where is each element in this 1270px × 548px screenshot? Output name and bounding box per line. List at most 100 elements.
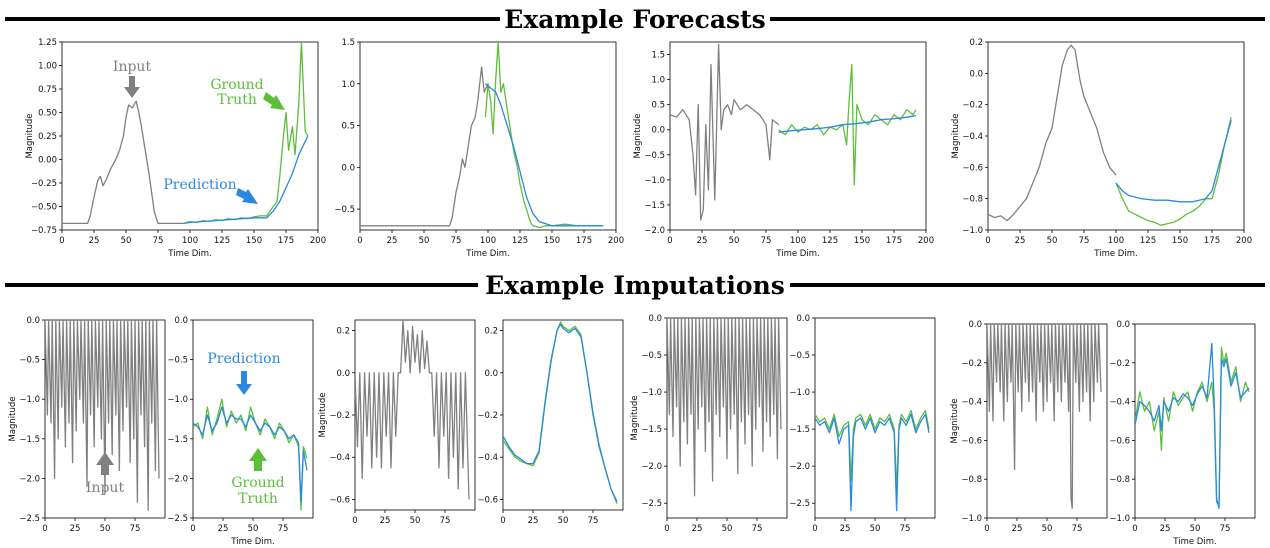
y-axis-label: Magnitude [318, 392, 328, 437]
chart-i4b: −1.0 −0.8 −0.6 −0.4 −0.2 0.0 0 25 50 75 Time Dim. [1109, 320, 1256, 547]
series-prediction-line [503, 323, 618, 502]
y-tick-label: −2.0 [641, 462, 662, 472]
x-tick-label: 125 [1140, 236, 1156, 246]
x-tick-label: 25 [697, 236, 708, 246]
imputation-input-label: Input [86, 480, 125, 496]
chart-i3a: −2.5 −2.0 −1.5 −1.0 −0.5 0.0 0 25 50 75 Magnitude [630, 314, 788, 534]
x-tick-label: 75 [1072, 524, 1083, 534]
series-truth-line [1135, 346, 1250, 506]
chart-f3: −2.0 −1.5 −1.0 −0.5 0.0 0.5 1.0 1.5 0 25 50 75 100 12… [633, 41, 934, 259]
y-tick-label: 0.0 [26, 316, 40, 326]
x-tick-label: 0 [984, 524, 989, 534]
y-tick-label: 0.0 [174, 316, 188, 326]
x-tick-label: 25 [840, 524, 851, 534]
series-truth-line [1115, 117, 1232, 226]
x-tick-label: 0 [59, 236, 64, 246]
x-tick-label: 25 [380, 516, 391, 526]
imputation-truth-arrow-icon [249, 448, 267, 471]
y-tick-label: −0.5 [789, 351, 810, 361]
series-prediction-line [1115, 120, 1232, 203]
y-tick-label: 0.2 [969, 38, 983, 48]
x-tick-label: 175 [1204, 236, 1220, 246]
x-axis-label: Time Dim. [1093, 249, 1137, 259]
y-tick-label: −0.6 [961, 436, 982, 446]
y-tick-label: −2.5 [167, 514, 188, 524]
x-tick-label: 200 [918, 236, 934, 246]
series-input-line [45, 320, 160, 511]
x-tick-label: 150 [246, 236, 262, 246]
x-tick-label: 175 [886, 236, 902, 246]
forecast-truth-label-line1: Ground [210, 77, 263, 93]
x-tick-label: 0 [812, 524, 817, 534]
y-tick-label: 0.2 [336, 327, 350, 337]
x-tick-label: 50 [558, 516, 569, 526]
y-tick-label: −0.5 [19, 356, 40, 366]
x-tick-label: 25 [218, 524, 229, 534]
x-tick-label: 0 [42, 524, 47, 534]
y-tick-label: −2.0 [19, 474, 40, 484]
y-tick-label: 1.00 [38, 62, 57, 72]
forecast-truth-label-line2: Truth [217, 92, 257, 108]
y-tick-label: −0.2 [477, 411, 498, 421]
y-tick-label: 0.0 [484, 369, 498, 379]
y-tick-label: −0.5 [641, 351, 662, 361]
series-input-line [988, 44, 1117, 222]
x-tick-label: 200 [608, 236, 624, 246]
x-tick-label: 75 [752, 524, 763, 534]
chart-i4a: −1.0 −0.8 −0.6 −0.4 −0.2 0.0 0 25 50 75 Magnitude [950, 320, 1108, 534]
x-tick-label: 25 [692, 524, 703, 534]
plot-frame [502, 319, 624, 511]
x-tick-label: 0 [664, 524, 669, 534]
y-tick-label: −0.75 [31, 226, 57, 236]
x-tick-label: 75 [130, 524, 141, 534]
x-tick-label: 75 [588, 516, 599, 526]
y-tick-label: 0.0 [968, 320, 982, 330]
y-tick-label: −0.4 [1109, 398, 1130, 408]
chart-i2b: −0.6 −0.4 −0.2 0.0 0.2 0 25 50 75 [477, 319, 624, 526]
y-tick-label: −1.0 [962, 226, 983, 236]
y-tick-label: −0.5 [334, 205, 355, 215]
chart-i2a: −0.6 −0.4 −0.2 0.0 0.2 0 25 50 75 Magnitude [318, 319, 476, 526]
y-tick-label: −0.25 [31, 179, 57, 189]
x-tick-label: 125 [214, 236, 230, 246]
x-tick-label: 25 [89, 236, 100, 246]
x-tick-label: 75 [278, 524, 289, 534]
x-tick-label: 0 [1132, 524, 1137, 534]
x-tick-label: 50 [722, 524, 733, 534]
series-prediction-line [484, 83, 604, 227]
series-input-line [667, 318, 782, 497]
imputation-prediction-arrow-icon [236, 371, 252, 395]
y-tick-label: −1.0 [644, 176, 665, 186]
x-axis-label: Time Dim. [465, 249, 509, 259]
chart-f1: −0.75 −0.50 −0.25 0.00 0.25 0.50 0.75 1.00 1.25 0… [25, 38, 326, 259]
y-tick-label: 0.0 [969, 69, 983, 79]
x-axis-label: Time Dim. [775, 249, 819, 259]
x-tick-label: 0 [190, 524, 195, 534]
charts-layer: −0.75−0.50−0.250.000.250.500.751.001.250… [8, 38, 1256, 547]
y-tick-label: −0.2 [961, 359, 982, 369]
series-truth-line [815, 409, 930, 490]
series-prediction-line [815, 413, 930, 512]
annotations-layer: Input Ground Truth Prediction Prediction… [86, 59, 285, 507]
x-tick-label: 0 [357, 236, 362, 246]
x-tick-label: 50 [870, 524, 881, 534]
y-tick-label: −2.0 [789, 462, 810, 472]
x-tick-label: 100 [1108, 236, 1124, 246]
chart-f2: −0.5 0.0 0.5 1.0 1.5 0 25 50 75 100 125 150 175 200 Ti… [334, 38, 624, 259]
y-tick-label: −0.8 [961, 475, 982, 485]
y-axis-label: Magnitude [25, 113, 35, 158]
y-axis-label: Magnitude [633, 113, 643, 158]
y-tick-label: −2.5 [789, 499, 810, 509]
x-tick-label: 50 [419, 236, 430, 246]
y-tick-label: 0.0 [1116, 320, 1130, 330]
x-tick-label: 25 [1160, 524, 1171, 534]
x-tick-label: 75 [153, 236, 164, 246]
y-tick-label: 0.0 [796, 314, 810, 324]
x-axis-label: Time Dim. [167, 249, 211, 259]
y-tick-label: −0.6 [329, 495, 350, 505]
plot-frame [359, 41, 617, 231]
x-tick-label: 75 [1079, 236, 1090, 246]
y-tick-label: −0.2 [1109, 359, 1130, 369]
y-tick-label: −0.8 [1109, 475, 1130, 485]
plot-frame [669, 41, 927, 231]
